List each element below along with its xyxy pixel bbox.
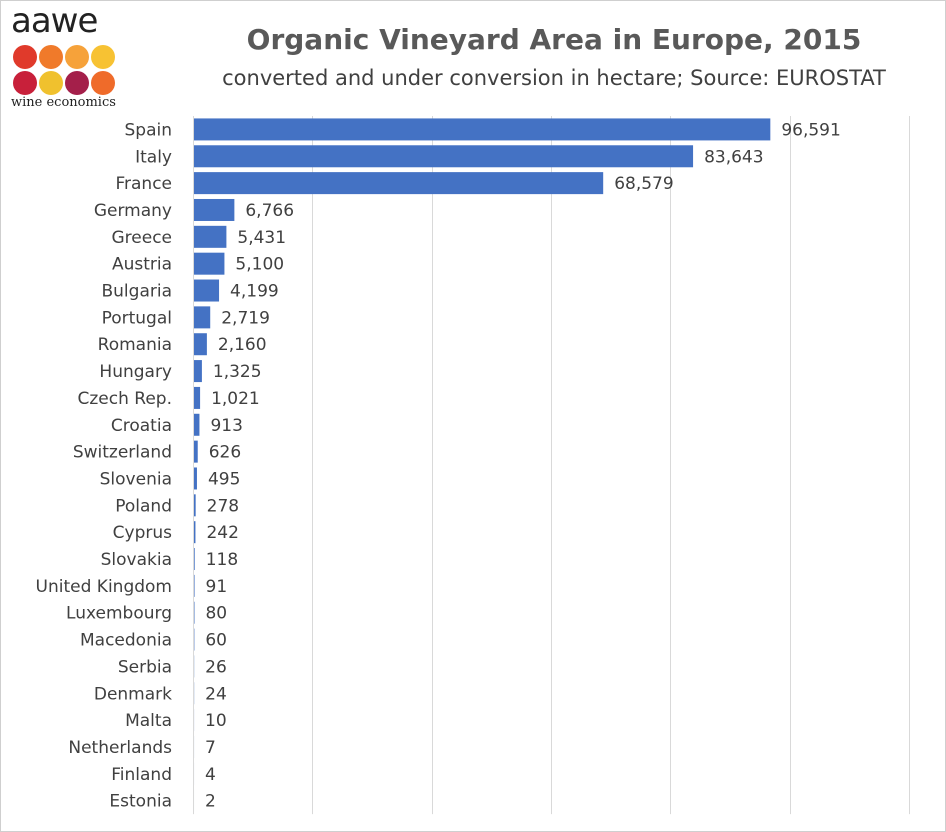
category-label: Serbia [118,657,172,677]
logo-dot [91,45,115,69]
bar [194,172,604,195]
data-label: 7 [205,738,216,758]
logo-dot [13,71,37,95]
category-label: Malta [125,711,172,731]
category-label: Denmark [94,684,172,704]
category-label: Slovenia [100,469,172,489]
category-label: Poland [115,496,172,516]
category-label: Bulgaria [102,282,173,302]
category-label: Romania [98,335,172,355]
data-label: 24 [205,684,227,704]
data-label: 626 [209,443,241,463]
category-label: Greece [111,228,172,248]
bar [194,413,200,436]
bar [194,521,196,544]
data-label: 913 [210,416,242,436]
bar [194,198,235,221]
data-label: 4,199 [230,282,279,302]
bar [194,467,197,490]
bar [194,440,198,463]
category-label: Finland [111,765,172,785]
category-label: France [115,174,172,194]
chart-title: Organic Vineyard Area in Europe, 2015 [246,23,862,56]
logo-dots-icon [13,45,123,97]
category-label: Hungary [99,362,172,382]
bar [194,306,211,329]
logo-wordmark: aawe [11,1,98,41]
data-label: 26 [205,657,227,677]
data-label: 60 [205,631,227,651]
data-label: 6,766 [245,201,294,221]
data-label: 5,100 [235,255,284,275]
data-label: 495 [208,469,240,489]
bar [194,386,201,409]
bar [194,145,694,168]
data-label: 4 [205,765,216,785]
data-label: 242 [206,523,238,543]
data-label: 2,160 [218,335,267,355]
logo-tagline: wine economics [11,95,116,110]
bar [194,494,196,517]
data-label: 1,021 [211,389,260,409]
data-label: 2 [205,792,216,812]
data-label: 278 [207,496,239,516]
category-label: Switzerland [73,443,172,463]
data-label: 10 [205,711,227,731]
category-label: United Kingdom [36,577,172,597]
logo-dot [39,45,63,69]
bar [194,252,225,275]
logo-dot [13,45,37,69]
category-label: Netherlands [68,738,172,758]
category-label: Slovakia [101,550,172,570]
data-label: 91 [206,577,228,597]
logo-dot [65,45,89,69]
data-label: 5,431 [237,228,286,248]
bar [194,279,220,302]
category-label: Italy [135,147,172,167]
bar [194,548,195,571]
data-label: 1,325 [213,362,262,382]
category-label: Croatia [111,416,172,436]
bar [194,118,771,141]
category-label: Cyprus [113,523,172,543]
logo-dot [65,71,89,95]
data-label: 96,591 [781,120,840,140]
data-label: 2,719 [221,308,270,328]
category-label: Estonia [109,792,172,812]
category-label: Luxembourg [66,604,172,624]
bar [194,574,195,597]
category-label: Austria [112,255,172,275]
chart-subtitle: converted and under conversion in hectar… [222,66,886,90]
data-label: 83,643 [704,147,763,167]
category-label: Macedonia [80,631,172,651]
bar [194,225,227,248]
category-label: Spain [125,120,173,140]
aawe-logo: aawe wine economics [11,1,131,113]
bar [194,360,202,383]
data-label: 118 [206,550,238,570]
logo-dot [39,71,63,95]
data-label: 68,579 [614,174,673,194]
category-label: Germany [94,201,172,221]
category-label: Czech Rep. [78,389,172,409]
logo-dot [91,71,115,95]
category-label: Portugal [102,308,172,328]
data-label: 80 [205,604,227,624]
bar [194,333,207,356]
